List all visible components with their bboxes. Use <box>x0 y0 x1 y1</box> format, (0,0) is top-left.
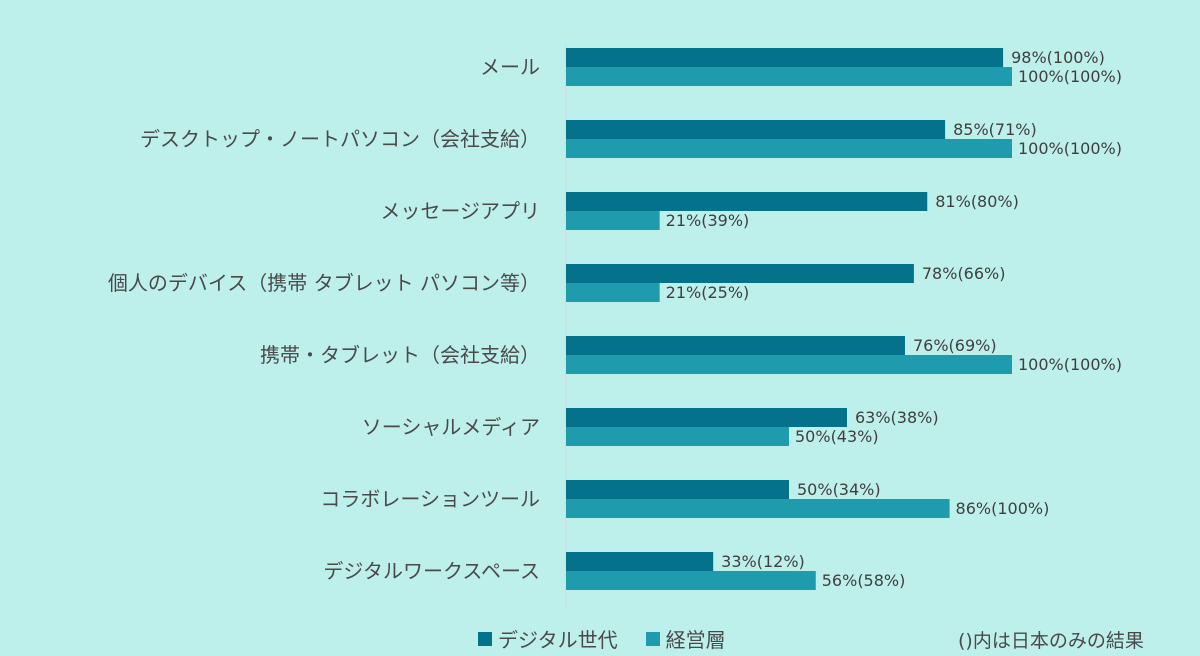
legend-label: 経営層 <box>665 628 726 652</box>
data-label: 76%(69%) <box>913 336 997 355</box>
data-label: 63%(38%) <box>855 408 939 427</box>
legend-item-executives: 経営層 <box>645 624 726 653</box>
bar <box>566 499 950 518</box>
bar <box>566 211 660 230</box>
category-label: デスクトップ・ノートパソコン（会社支給） <box>140 127 540 151</box>
data-label: 56%(58%) <box>822 571 906 590</box>
bar <box>566 427 789 446</box>
bar <box>566 48 1004 67</box>
bar <box>566 480 789 499</box>
category-label: コラボレーションツール <box>320 487 540 511</box>
data-label: 50%(43%) <box>795 427 879 446</box>
data-label: 98%(100%) <box>1011 48 1105 67</box>
legend-swatch <box>478 631 492 646</box>
data-label: 85%(71%) <box>953 120 1037 139</box>
bar <box>566 355 1012 374</box>
bar <box>566 283 660 302</box>
category-label: メール <box>480 55 540 79</box>
data-label: 86%(100%) <box>956 499 1050 518</box>
bar <box>566 552 714 571</box>
bar <box>566 67 1012 86</box>
bar <box>566 571 816 590</box>
data-label: 100%(100%) <box>1018 67 1122 86</box>
legend: デジタル世代 経営層 <box>478 624 754 653</box>
data-label: 100%(100%) <box>1018 139 1122 158</box>
bar <box>566 264 914 283</box>
category-label: メッセージアプリ <box>380 199 540 223</box>
bar <box>566 192 928 211</box>
category-label: ソーシャルメディア <box>362 415 540 439</box>
bar <box>566 120 946 139</box>
legend-item-digital-generation: デジタル世代 <box>478 624 618 653</box>
data-label: 81%(80%) <box>935 192 1019 211</box>
data-label: 78%(66%) <box>922 264 1006 283</box>
data-label: 50%(34%) <box>797 480 881 499</box>
footnote: ()内は日本のみの結果 <box>958 630 1144 652</box>
bar <box>566 336 905 355</box>
category-label: 個人のデバイス（携帯 タブレット パソコン等） <box>108 271 540 295</box>
data-label: 100%(100%) <box>1018 355 1122 374</box>
legend-label: デジタル世代 <box>498 628 618 652</box>
data-label: 21%(39%) <box>666 211 750 230</box>
category-label: デジタルワークスペース <box>323 559 540 583</box>
category-label: 携帯・タブレット（会社支給） <box>260 343 540 367</box>
data-label: 21%(25%) <box>666 283 750 302</box>
bar <box>566 408 847 427</box>
data-label: 33%(12%) <box>721 552 805 571</box>
legend-swatch <box>645 631 660 646</box>
bar <box>566 139 1012 158</box>
